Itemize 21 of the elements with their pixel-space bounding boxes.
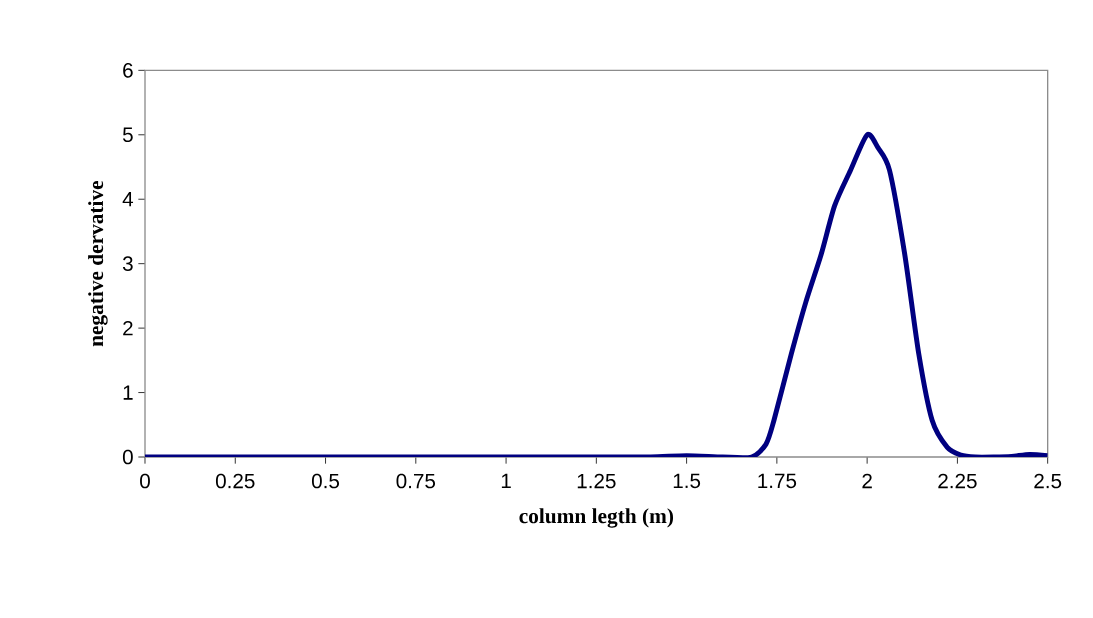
line-series (145, 132, 1048, 457)
x-tick-label: 1.25 (577, 473, 616, 489)
y-tick-label: 0 (122, 449, 133, 465)
x-tick-label: 2.25 (938, 473, 977, 489)
y-tick-label: 2 (123, 320, 133, 336)
x-tick-label: 1.75 (758, 473, 797, 489)
x-axis-title: column legth (m) (519, 508, 674, 528)
x-tick-label: 0.25 (215, 473, 255, 489)
y-tick-label: 1 (123, 385, 133, 400)
x-tick-label: 0.75 (396, 473, 436, 489)
y-tick-label: 6 (123, 63, 133, 78)
y-tick-label: 3 (122, 256, 133, 271)
x-tick-label: 0.5 (311, 473, 340, 489)
y-axis-title: negative dervative (88, 180, 108, 347)
y-tick-label: 4 (122, 192, 134, 207)
y-tick-label: 5 (122, 127, 133, 142)
x-tick-label: 2 (862, 473, 872, 489)
x-tick-label: 2.5 (1034, 473, 1062, 489)
x-tick-label: 0 (140, 473, 150, 489)
x-tick-label: 1.5 (673, 473, 701, 489)
x-tick-label: 1 (501, 473, 511, 488)
